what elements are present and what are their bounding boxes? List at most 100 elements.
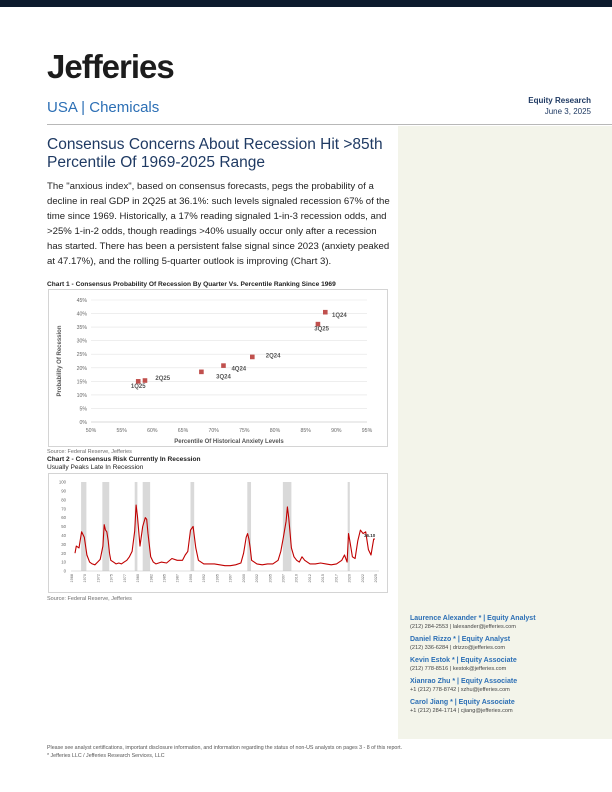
- chart2-ytick-label: 30: [61, 542, 66, 547]
- chart1-point: [199, 369, 204, 375]
- chart1-xtick-label: 80%: [270, 428, 281, 434]
- chart1-title: Chart 1 - Consensus Probability Of Reces…: [47, 281, 336, 288]
- analyst-entry: Xianrao Zhu * | Equity Associate +1 (212…: [410, 678, 605, 693]
- chart1-ytick-label: 5%: [80, 406, 88, 412]
- chart2-xtick-label: 1975: [110, 574, 114, 582]
- chart2-ytick-label: 80: [61, 497, 66, 502]
- chart1-source: Source: Federal Reserve, Jefferies: [47, 449, 132, 455]
- chart2-xtick-label: 1995: [215, 574, 219, 582]
- chart1-xlabel: Percentile Of Historical Anxiety Levels: [174, 439, 284, 445]
- chart1-xtick-label: 85%: [300, 428, 311, 434]
- chart1-ytick-label: 25%: [77, 352, 88, 358]
- analyst-list: Laurence Alexander * | Equity Analyst (2…: [410, 615, 605, 720]
- report-date: June 3, 2025: [544, 107, 591, 116]
- chart2-recession-band: [282, 482, 292, 571]
- analyst-contact[interactable]: +1 (212) 284-1714 | cjiang@jefferies.com: [410, 708, 513, 714]
- chart1-point-label: 4Q24: [231, 366, 246, 372]
- chart2-xtick-label: 1980: [136, 574, 140, 582]
- chart1-ylabel: Probability Of Recession: [57, 325, 63, 396]
- chart2-recession-band: [247, 482, 252, 571]
- analyst-contact[interactable]: +1 (212) 778-8742 | xzhu@jefferies.com: [410, 687, 510, 693]
- chart2-ytick-label: 50: [61, 524, 66, 529]
- chart2-xtick-label: 2022: [361, 574, 365, 582]
- chart1-point-label: 3Q25: [314, 326, 329, 332]
- chart2-recession-band: [347, 482, 350, 571]
- sidebar-panel: [398, 126, 612, 739]
- chart2-line: 0 10 20 30 40 50 60 70 80 90 100 1968 1970 1972 1975 19…: [59, 480, 379, 582]
- chart2-ytick-label: 40: [61, 533, 66, 538]
- chart1-point: [142, 378, 148, 383]
- logo: Jefferies: [47, 48, 175, 85]
- chart1-xtick-label: 60%: [147, 428, 158, 434]
- chart2-xtick-label: 1970: [83, 574, 87, 582]
- chart1-xtick-label: 65%: [178, 428, 189, 434]
- chart2-xtick-label: 2017: [334, 574, 338, 582]
- analyst-entry: Daniel Rizzo * | Equity Analyst (212) 33…: [410, 636, 605, 651]
- chart1-point-label: 2Q25: [155, 376, 170, 382]
- analyst-name: Carol Jiang * | Equity Associate: [410, 699, 515, 706]
- chart2-xtick-label: 1977: [123, 574, 127, 582]
- chart2-ytick-label: 70: [61, 506, 66, 511]
- analyst-entry: Laurence Alexander * | Equity Analyst (2…: [410, 615, 605, 630]
- analyst-name: Kevin Estok * | Equity Associate: [410, 657, 517, 664]
- analyst-contact[interactable]: (212) 778-8516 | kestok@jefferies.com: [410, 666, 507, 672]
- chart2-recession-band: [81, 482, 87, 571]
- chart1-ytick-label: 0%: [80, 420, 88, 426]
- chart1-point: [135, 379, 141, 384]
- chart2-xtick-label: 2012: [308, 574, 312, 582]
- chart2-end-label: 36.10: [364, 533, 376, 538]
- chart2-xtick-label: 2025: [374, 574, 378, 582]
- chart2-subtitle: Usually Peaks Late In Recession: [47, 464, 144, 471]
- chart1-point: [250, 354, 255, 360]
- chart1-point-label: 1Q25: [131, 384, 146, 390]
- chart1-xtick-label: 50%: [86, 428, 97, 434]
- chart1-xtick-label: 75%: [239, 428, 250, 434]
- chart2-xtick-label: 2000: [242, 574, 246, 582]
- disclosure-note: Please see analyst certifications, impor…: [47, 745, 403, 751]
- chart2-xtick-label: 2010: [295, 574, 299, 582]
- body-paragraph: The "anxious index", based on consensus …: [47, 181, 390, 267]
- chart1-point-label: 3Q24: [216, 375, 231, 381]
- analyst-contact[interactable]: (212) 336-6284 | drizzo@jefferies.com: [410, 645, 506, 651]
- chart2-source: Source: Federal Reserve, Jefferies: [47, 596, 132, 602]
- chart1-point-label: 2Q24: [266, 353, 281, 359]
- chart2-ytick-label: 60: [61, 515, 66, 520]
- analyst-name: Laurence Alexander * | Equity Analyst: [410, 615, 536, 622]
- entity-note: * Jefferies LLC / Jefferies Research Ser…: [47, 753, 165, 759]
- chart2-recession-band: [190, 482, 195, 571]
- sector-label: USA | Chemicals: [47, 99, 160, 116]
- chart1-ytick-label: 35%: [77, 325, 88, 331]
- chart2-xtick-label: 1990: [189, 574, 193, 582]
- chart1-xtick-label: 70%: [208, 428, 219, 434]
- chart1-xtick-label: 55%: [116, 428, 127, 434]
- chart2-recession-band: [142, 482, 151, 571]
- top-bar: [0, 0, 612, 7]
- chart1-ytick-label: 45%: [77, 298, 88, 304]
- chart2-frame: 0 10 20 30 40 50 60 70 80 90 100 1968 1970 1972 1975 19…: [48, 473, 388, 593]
- chart2-xtick-label: 1987: [176, 574, 180, 582]
- chart1-xtick-label: 95%: [362, 428, 373, 434]
- chart2-xtick-label: 2002: [255, 574, 259, 582]
- chart1-ytick-label: 20%: [77, 366, 88, 372]
- chart2-xtick-label: 2020: [348, 574, 352, 582]
- chart1-ytick-label: 10%: [77, 393, 88, 399]
- report-type: Equity Research: [528, 96, 591, 105]
- chart2-recession-band: [102, 482, 110, 571]
- chart2-xtick-label: 1997: [229, 574, 233, 582]
- chart2-series-line: [74, 504, 375, 567]
- analyst-name: Xianrao Zhu * | Equity Associate: [410, 678, 518, 685]
- chart2-ytick-label: 20: [61, 551, 66, 556]
- chart2-recession-band: [134, 482, 138, 571]
- chart1-scatter: 0% 5% 10% 15% 20% 25% 30% 35% 40% 45% 50% 55% 60% 65%…: [57, 298, 373, 445]
- analyst-contact[interactable]: (212) 284-2553 | lalexander@jefferies.co…: [410, 624, 516, 630]
- chart2-xtick-label: 1968: [70, 574, 74, 582]
- chart2-ytick-label: 100: [59, 480, 67, 485]
- chart2-xtick-label: 2005: [268, 574, 272, 582]
- chart2-ytick-label: 0: [64, 569, 67, 574]
- analyst-entry: Kevin Estok * | Equity Associate (212) 7…: [410, 657, 605, 672]
- chart2-xtick-label: 1985: [163, 574, 167, 582]
- chart1-point: [322, 309, 328, 315]
- chart1-xtick-label: 90%: [331, 428, 342, 434]
- header-divider: [47, 124, 612, 125]
- analyst-name: Daniel Rizzo * | Equity Analyst: [410, 636, 511, 643]
